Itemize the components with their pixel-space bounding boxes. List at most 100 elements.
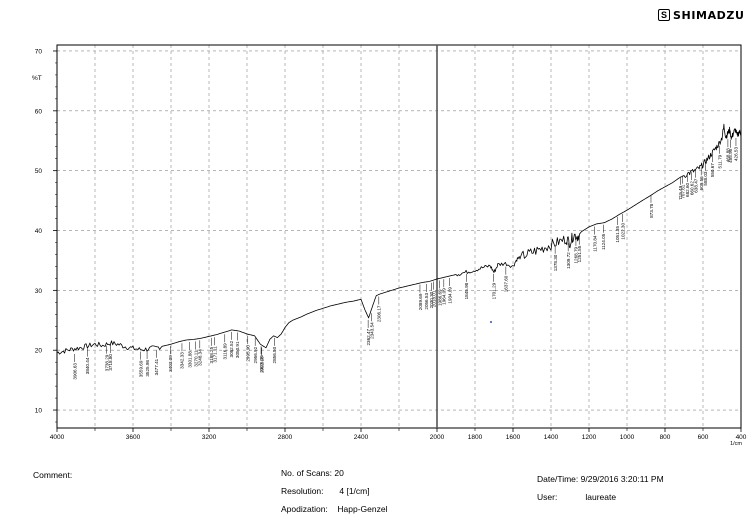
- datetime-value: 9/29/2016 3:20:11 PM: [580, 474, 664, 484]
- scans-label: No. of Scans:: [281, 468, 333, 478]
- peak-label: 1934.09: [447, 287, 452, 304]
- peak-label: 2030.30: [429, 291, 434, 308]
- user-field: User: laureate: [537, 492, 616, 502]
- peak-label: 3906.63: [73, 363, 78, 380]
- peak-label: 719.49: [678, 185, 683, 199]
- x-axis-unit: 1/cm: [730, 441, 742, 447]
- x-tick-label: 600: [698, 434, 709, 441]
- peak-label: 2922.18: [260, 356, 265, 373]
- x-tick-label: 800: [660, 434, 671, 441]
- x-tick-label: 3600: [126, 434, 141, 441]
- peak-label: 3403.09: [168, 355, 173, 372]
- peak-label: 1170.84: [592, 235, 597, 252]
- x-tick-label: 1000: [620, 434, 635, 441]
- y-axis-label: %T: [32, 75, 42, 82]
- datetime-field: Date/Time: 9/29/2016 3:20:11 PM: [537, 474, 664, 484]
- peak-label: 1051.35: [615, 226, 620, 243]
- resolution-field: Resolution: 4 [1/cm]: [281, 486, 370, 496]
- user-value: laureate: [585, 492, 617, 502]
- peak-label: 426.53: [734, 147, 739, 161]
- peak-label: 2995.90: [246, 345, 251, 362]
- peak-label: 1378.30: [553, 254, 558, 271]
- peak-label: 3270.11: [193, 350, 198, 367]
- peak-label: 511.79: [718, 154, 723, 168]
- x-tick-label: 1600: [506, 434, 521, 441]
- x-tick-label: 2400: [354, 434, 369, 441]
- peak-label: 2956.92: [253, 346, 258, 363]
- peak-label: 660.62: [689, 181, 694, 195]
- resolution-value: 4 [1/cm]: [339, 486, 370, 496]
- peak-label: 707.61: [680, 184, 685, 198]
- ir-spectrum-chart: 10 20 30 40 50 60 70 %T 4000 3600 3200 2800 2400 2000…: [32, 44, 747, 447]
- x-tick-label: 1400: [544, 434, 559, 441]
- shimadzu-mark-icon: S: [658, 9, 670, 21]
- peak-label: 1022.30: [621, 223, 626, 240]
- peak-label: 2362.47: [366, 328, 371, 345]
- x-tick-label: 2800: [278, 434, 293, 441]
- y-tick-label: 10: [35, 408, 43, 415]
- peak-label: 3116.89: [223, 343, 228, 360]
- peak-label: 3082.52: [229, 340, 234, 357]
- peak-label: 2926.06: [259, 355, 264, 372]
- peak-label: 2056.53: [424, 293, 429, 310]
- apodization-label: Apodization:: [281, 504, 328, 514]
- y-tick-label: 30: [35, 288, 43, 295]
- peak-label: 2018.01: [431, 290, 436, 307]
- peak-label: 3188.25: [209, 346, 214, 363]
- scans-value: 20: [334, 468, 344, 478]
- y-tick-label: 20: [35, 348, 43, 355]
- y-tick-label: 50: [35, 168, 43, 175]
- y-tick-label: 70: [35, 48, 43, 55]
- peak-label: 3301.88: [187, 351, 192, 368]
- x-tick-label: 1800: [468, 434, 483, 441]
- datetime-label: Date/Time:: [537, 474, 579, 484]
- peak-label: 638.47: [693, 178, 698, 192]
- peak-label: 2343.54: [370, 322, 375, 339]
- peak-label: 3559.69: [138, 360, 143, 377]
- peak-label: 3477.41: [154, 358, 159, 375]
- peak-label: 3171.11: [212, 346, 217, 363]
- peak-label: 2856.50: [272, 346, 277, 363]
- user-label: User:: [537, 492, 558, 502]
- peak-label: 609.56: [699, 176, 704, 190]
- apodization-value: Happ-Genzel: [337, 504, 388, 514]
- peak-label: 1124.05: [601, 233, 606, 250]
- resolution-label: Resolution:: [281, 486, 324, 496]
- peak-label: 3050.91: [235, 341, 240, 358]
- peak-label: 468.88: [726, 148, 731, 162]
- peak-label: 873.78: [649, 203, 654, 217]
- apodization-field: Apodization: Happ-Genzel: [281, 504, 387, 514]
- comment-field: Comment:: [33, 470, 72, 480]
- peak-label: 1251.55: [577, 245, 582, 262]
- peak-label: 3248.34: [198, 349, 203, 366]
- stray-dot: [490, 321, 492, 323]
- peak-label: 3342.33: [180, 352, 185, 369]
- peak-label: 1845.98: [464, 282, 469, 299]
- peak-label: 455.95: [728, 148, 733, 162]
- peak-label: 682.60: [685, 182, 690, 196]
- x-tick-label: 1200: [582, 434, 597, 441]
- y-tick-label: 60: [35, 108, 43, 115]
- peak-label: 1268.79: [574, 246, 579, 263]
- peak-label: 1637.60: [504, 275, 509, 292]
- x-tick-label: 2000: [430, 434, 445, 441]
- brand-name: SHIMADZU: [673, 8, 745, 22]
- peak-label: 3525.98: [145, 360, 150, 377]
- x-tick-label: 4000: [50, 434, 65, 441]
- peak-label: 1701.29: [492, 282, 497, 299]
- peak-label: 3718.80: [108, 354, 113, 371]
- y-tick-label: 40: [35, 228, 43, 235]
- x-tick-label: 3200: [202, 434, 217, 441]
- peak-label: 588.03: [703, 171, 708, 185]
- peak-label: 2306.17: [377, 305, 382, 322]
- comment-label: Comment:: [33, 470, 73, 480]
- shimadzu-logo: S SHIMADZU: [658, 7, 745, 23]
- x-tick-label: 400: [736, 434, 747, 441]
- peak-label: 1309.72: [566, 252, 571, 269]
- peak-label: 3738.29: [105, 354, 110, 371]
- peak-label: 2089.69: [418, 293, 423, 310]
- peak-label: 1986.69: [437, 289, 442, 306]
- scans-field: No. of Scans: 20: [281, 468, 344, 478]
- peak-label: 3840.44: [85, 357, 90, 374]
- peak-label: 1964.09: [442, 288, 447, 305]
